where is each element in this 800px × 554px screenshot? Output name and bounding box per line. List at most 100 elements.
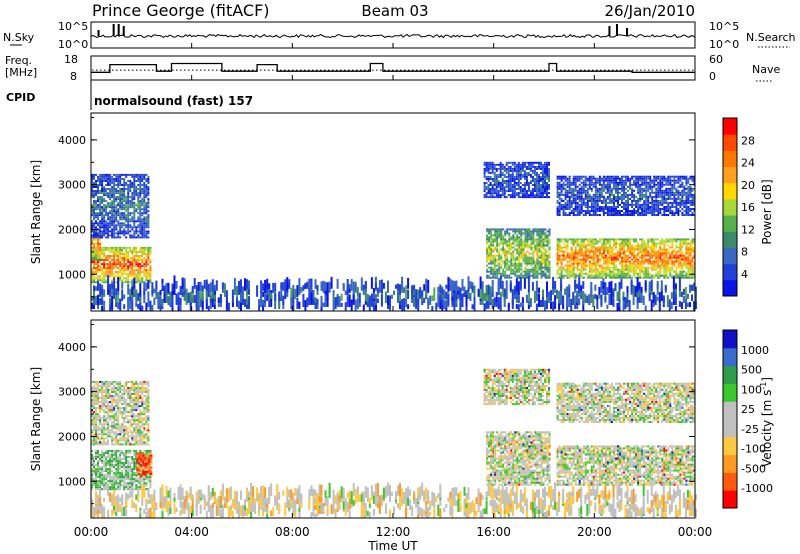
heat-cell <box>268 284 271 289</box>
heat-cell <box>135 173 138 176</box>
heat-cell <box>117 261 120 264</box>
heat-cell <box>602 212 605 214</box>
heat-cell <box>509 186 512 188</box>
heat-cell <box>538 232 541 235</box>
heat-cell <box>502 242 505 245</box>
heat-cell <box>574 242 577 245</box>
heat-cell <box>633 212 636 214</box>
heat-cell <box>608 272 611 275</box>
heat-cell <box>568 254 571 257</box>
heat-cell <box>606 191 609 194</box>
heat-cell <box>113 234 116 237</box>
heat-cell <box>143 198 146 201</box>
heat-cell <box>602 179 605 182</box>
heat-cell <box>121 226 124 229</box>
heat-cell <box>486 250 489 253</box>
heat-cell <box>498 264 501 267</box>
heat-cell <box>499 167 502 170</box>
heat-cell <box>556 208 559 210</box>
heat-cell <box>568 276 571 279</box>
heat-cell <box>506 230 509 233</box>
heat-cell <box>631 252 634 255</box>
heat-cell <box>516 256 519 259</box>
heat-cell <box>596 268 599 271</box>
heat-cell <box>578 206 581 208</box>
heat-cell <box>627 250 629 253</box>
heat-cell <box>617 212 619 214</box>
heat-cell <box>655 242 658 245</box>
heat-cell <box>522 256 525 259</box>
heat-cell <box>679 240 682 243</box>
heat-cell <box>566 189 569 192</box>
heat-cell <box>619 254 621 257</box>
heat-cell <box>606 274 609 277</box>
heat-cell <box>647 238 650 241</box>
power-data-cells <box>91 161 697 311</box>
heat-cell <box>556 199 559 202</box>
heat-cell <box>93 277 95 280</box>
heat-cell <box>137 236 140 239</box>
heat-cell <box>590 189 593 192</box>
heat-cell <box>101 200 104 203</box>
heat-cell <box>659 250 662 253</box>
heat-cell <box>570 264 573 267</box>
heat-cell <box>117 202 120 205</box>
heat-cell <box>516 266 519 269</box>
heat-cell <box>621 244 623 247</box>
heat-cell <box>139 175 142 178</box>
heat-cell <box>598 208 601 210</box>
heat-cell <box>667 203 670 206</box>
heat-cell <box>671 250 674 253</box>
heat-cell <box>538 242 541 245</box>
heat-cell <box>119 190 122 192</box>
heat-cell <box>653 181 656 184</box>
heat-cell <box>133 190 136 192</box>
heat-cell <box>546 167 548 170</box>
heat-cell <box>540 250 543 253</box>
heat-cell <box>508 228 511 231</box>
heat-cell <box>133 251 136 253</box>
heat-cell <box>529 173 532 176</box>
heat-cell <box>570 201 573 204</box>
heat-cell <box>496 272 499 275</box>
heat-cell <box>582 250 585 253</box>
heat-cell <box>621 240 623 243</box>
heat-cell <box>584 250 587 253</box>
heat-cell <box>594 203 597 206</box>
heat-cell <box>284 279 287 293</box>
heat-cell <box>564 250 567 253</box>
heat-cell <box>533 184 536 186</box>
heat-cell <box>578 199 581 202</box>
heat-cell <box>97 190 99 192</box>
heat-cell <box>493 188 496 190</box>
heat-cell <box>512 240 515 243</box>
heat-cell <box>540 178 542 180</box>
heat-cell <box>592 175 595 178</box>
heat-cell <box>568 208 571 210</box>
heat-cell <box>623 197 625 200</box>
heat-cell <box>135 259 138 261</box>
heat-cell <box>504 252 507 255</box>
heat-cell <box>584 177 587 180</box>
heat-cell <box>316 289 319 295</box>
heat-cell <box>584 210 587 212</box>
heat-cell <box>570 181 573 184</box>
heat-cell <box>491 178 494 180</box>
heat-cell <box>619 248 621 251</box>
heat-cell <box>657 208 660 210</box>
heat-cell <box>556 183 559 186</box>
heat-cell <box>639 270 642 273</box>
heat-cell <box>635 258 638 261</box>
heat-cell <box>576 274 579 277</box>
heat-cell <box>139 255 142 257</box>
heat-cell <box>115 261 118 264</box>
heat-cell <box>528 272 531 275</box>
heat-cell <box>526 256 529 259</box>
heat-cell <box>508 266 511 269</box>
heat-cell <box>606 238 609 241</box>
heat-cell <box>564 183 567 186</box>
heat-cell <box>669 254 672 257</box>
heat-cell <box>109 212 112 215</box>
heat-cell <box>683 185 686 188</box>
heat-cell <box>111 220 114 223</box>
